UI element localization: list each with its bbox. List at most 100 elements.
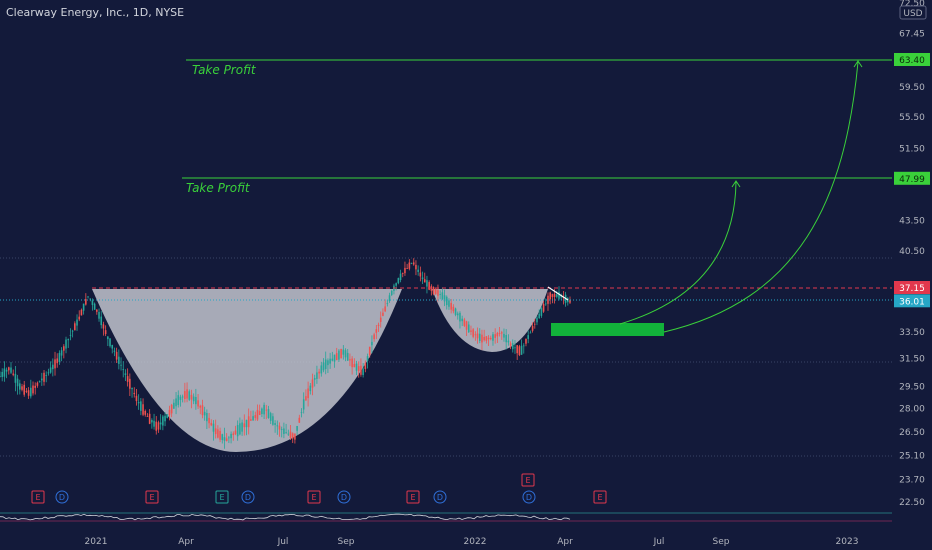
candle-body: [324, 359, 327, 370]
candle-body: [311, 379, 314, 388]
candle-body: [192, 396, 195, 402]
candle-body: [190, 394, 193, 400]
candle-body: [562, 297, 565, 299]
candle-body: [280, 429, 283, 430]
candle-body: [157, 422, 160, 430]
candle-body: [386, 303, 389, 305]
earnings-marker[interactable]: [406, 490, 420, 504]
earnings-marker[interactable]: [307, 490, 321, 504]
candle-body: [439, 294, 441, 295]
earnings-marker[interactable]: [521, 473, 535, 487]
event-marker-label: D: [341, 493, 347, 502]
candle-body: [214, 428, 217, 435]
candle-body: [170, 404, 173, 414]
candle-body: [230, 433, 232, 439]
target-arrow-high: [663, 61, 859, 333]
time-axis[interactable]: [0, 530, 932, 550]
candle-body: [254, 415, 257, 418]
candle-body: [115, 351, 118, 360]
price-tick-label: 29.50: [899, 382, 925, 392]
candle-body: [509, 343, 512, 346]
candle-body: [74, 323, 76, 331]
candle-body: [445, 296, 448, 306]
candle-body: [5, 369, 8, 372]
candle-body: [122, 369, 125, 370]
price-tick-label: 28.00: [899, 405, 925, 415]
earnings-marker[interactable]: [593, 490, 607, 504]
candle-body: [129, 378, 131, 389]
candle-body: [67, 339, 70, 341]
candle-body: [544, 303, 547, 305]
candle-body: [252, 416, 254, 421]
candle-body: [390, 290, 393, 296]
candle-body: [188, 391, 191, 400]
earnings-marker[interactable]: [215, 490, 229, 504]
candle-body: [197, 400, 199, 407]
price-tick-label: 22.50: [899, 498, 925, 508]
dividend-marker[interactable]: [433, 490, 447, 504]
candle-body: [276, 425, 279, 427]
candle-body: [58, 352, 61, 362]
candle-body: [511, 343, 514, 350]
candle-body: [34, 385, 37, 388]
candle-body: [278, 425, 281, 430]
price-tick-label: 55.50: [899, 113, 925, 123]
candle-body: [78, 316, 81, 320]
candle-body: [151, 420, 153, 423]
candle-body: [225, 438, 228, 442]
candle-body: [85, 299, 87, 305]
candle-body: [443, 295, 446, 302]
time-tick-label: Sep: [713, 537, 730, 547]
candle-body: [487, 337, 490, 340]
dividend-marker[interactable]: [522, 490, 536, 504]
handle-shape: [432, 289, 548, 352]
candle-body: [375, 329, 378, 333]
price-tick-label: 47.99: [899, 175, 925, 185]
candle-body: [126, 376, 129, 382]
candle-body: [558, 292, 560, 299]
time-tick-label: 2023: [836, 537, 859, 547]
take-profit-label-low: Take Profit: [186, 181, 251, 195]
dividend-marker[interactable]: [55, 490, 69, 504]
price-axis[interactable]: [892, 0, 932, 530]
candle-body: [399, 273, 402, 281]
candle-body: [428, 282, 430, 290]
dividend-marker[interactable]: [337, 490, 351, 504]
candle-body: [329, 358, 331, 364]
candle-body: [476, 333, 479, 339]
candle-body: [118, 356, 120, 364]
candle-body: [98, 311, 100, 319]
currency-label: USD: [903, 9, 922, 19]
price-tick-label: 36.01: [899, 297, 925, 307]
price-tick-label: 23.70: [899, 476, 925, 486]
candle-body: [540, 307, 543, 316]
target-arrow-low-head: [731, 180, 741, 188]
candle-body: [232, 433, 235, 436]
candle-body: [549, 292, 551, 300]
candle-body: [269, 413, 272, 421]
candle-body: [54, 359, 56, 369]
candle-body: [283, 428, 285, 434]
candle-body: [485, 336, 488, 341]
candle-body: [210, 422, 213, 426]
candle-body: [261, 408, 263, 415]
candle-body: [417, 269, 419, 272]
dividend-marker[interactable]: [241, 490, 255, 504]
candle-body: [406, 268, 408, 269]
candle-body: [296, 425, 298, 431]
candle-body: [47, 372, 50, 374]
event-marker-label: D: [526, 493, 532, 502]
candle-body: [377, 324, 380, 326]
time-tick-label: 2021: [85, 537, 108, 547]
earnings-marker[interactable]: [31, 490, 45, 504]
candle-body: [307, 388, 309, 399]
candle-body: [63, 346, 65, 351]
candle-body: [250, 419, 252, 421]
candle-body: [199, 405, 202, 408]
earnings-marker[interactable]: [145, 490, 159, 504]
candle-body: [489, 337, 492, 340]
symbol-title: Clearway Energy, Inc., 1D, NYSE: [6, 6, 185, 19]
price-tick-label: 51.50: [899, 145, 925, 155]
candle-body: [168, 409, 171, 416]
